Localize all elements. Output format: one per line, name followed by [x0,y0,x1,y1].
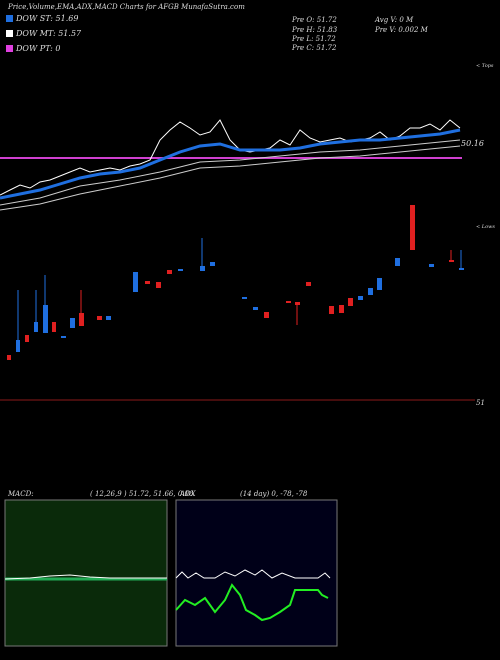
candle-part [410,205,415,250]
legend-item: DOW PT: 0 [15,44,61,53]
legend-item: DOW MT: 51.57 [15,29,82,38]
macd-signal [4,574,167,580]
adx-panel [175,499,338,647]
candle-part [306,282,311,286]
candle-part [178,269,183,271]
candle-part [358,296,363,300]
adx-params: (14 day) 0, -78, -78 [240,490,308,498]
candle-part [34,322,38,332]
candle-part [7,355,11,360]
price-line [0,119,461,196]
candle-part [253,307,258,310]
macd-label: MACD: [7,490,34,498]
adx-line [175,569,331,579]
candle-part [79,313,84,326]
title: Price,Volume,EMA,ADX,MACD Charts for AFG… [7,3,245,11]
legend-item: DOW ST: 51.69 [15,14,78,23]
stat: Pre C: 51.72 [291,44,337,52]
candle-part [395,258,400,266]
level-label: 50.16 [461,139,484,148]
candle-part [429,264,434,267]
stat: Pre V: 0.002 M [374,26,429,34]
candle-part [377,278,382,290]
tops-label: < Tops [476,63,494,69]
candle-part [16,340,20,352]
candle-part [145,281,150,284]
candle-part [43,305,48,333]
stat: Pre H: 51.83 [291,26,338,34]
lows-label: < Lows [476,224,495,230]
ema-line [0,128,461,200]
candle-part [329,306,334,314]
candle-part [295,302,300,305]
ema-line [0,139,461,206]
candle-part [459,268,464,270]
stat: Pre O: 51.72 [291,16,337,24]
candle-part [133,272,138,292]
candle-part [449,260,454,262]
candle-part [264,312,269,318]
legend-swatch [6,30,13,37]
candle-part [167,270,172,274]
macd-params: ( 12,26,9 ) 51.72, 51.66, 0.06 [90,490,194,498]
stat: Pre L: 51.72 [291,35,336,43]
candle-part [61,336,66,338]
di-plus [175,583,329,622]
macd-panel [4,499,168,647]
candle-part [242,297,247,299]
adx-label: ADX [179,490,197,498]
candle-part [25,335,29,342]
level-label: 51 [476,399,485,407]
candle-part [339,305,344,313]
candle-part [97,316,102,320]
candle-part [52,322,56,332]
candle-part [286,301,291,303]
candle-part [156,282,161,288]
stat: Avg V: 0 M [374,16,414,24]
candles [7,205,464,360]
candle-part [70,318,75,328]
candle-part [210,262,215,266]
legend-swatch [6,45,13,52]
candle-part [368,288,373,295]
candle-part [200,266,205,271]
ema-line [0,145,461,211]
candle-part [348,298,353,306]
candle-part [106,316,111,320]
legend-swatch [6,15,13,22]
